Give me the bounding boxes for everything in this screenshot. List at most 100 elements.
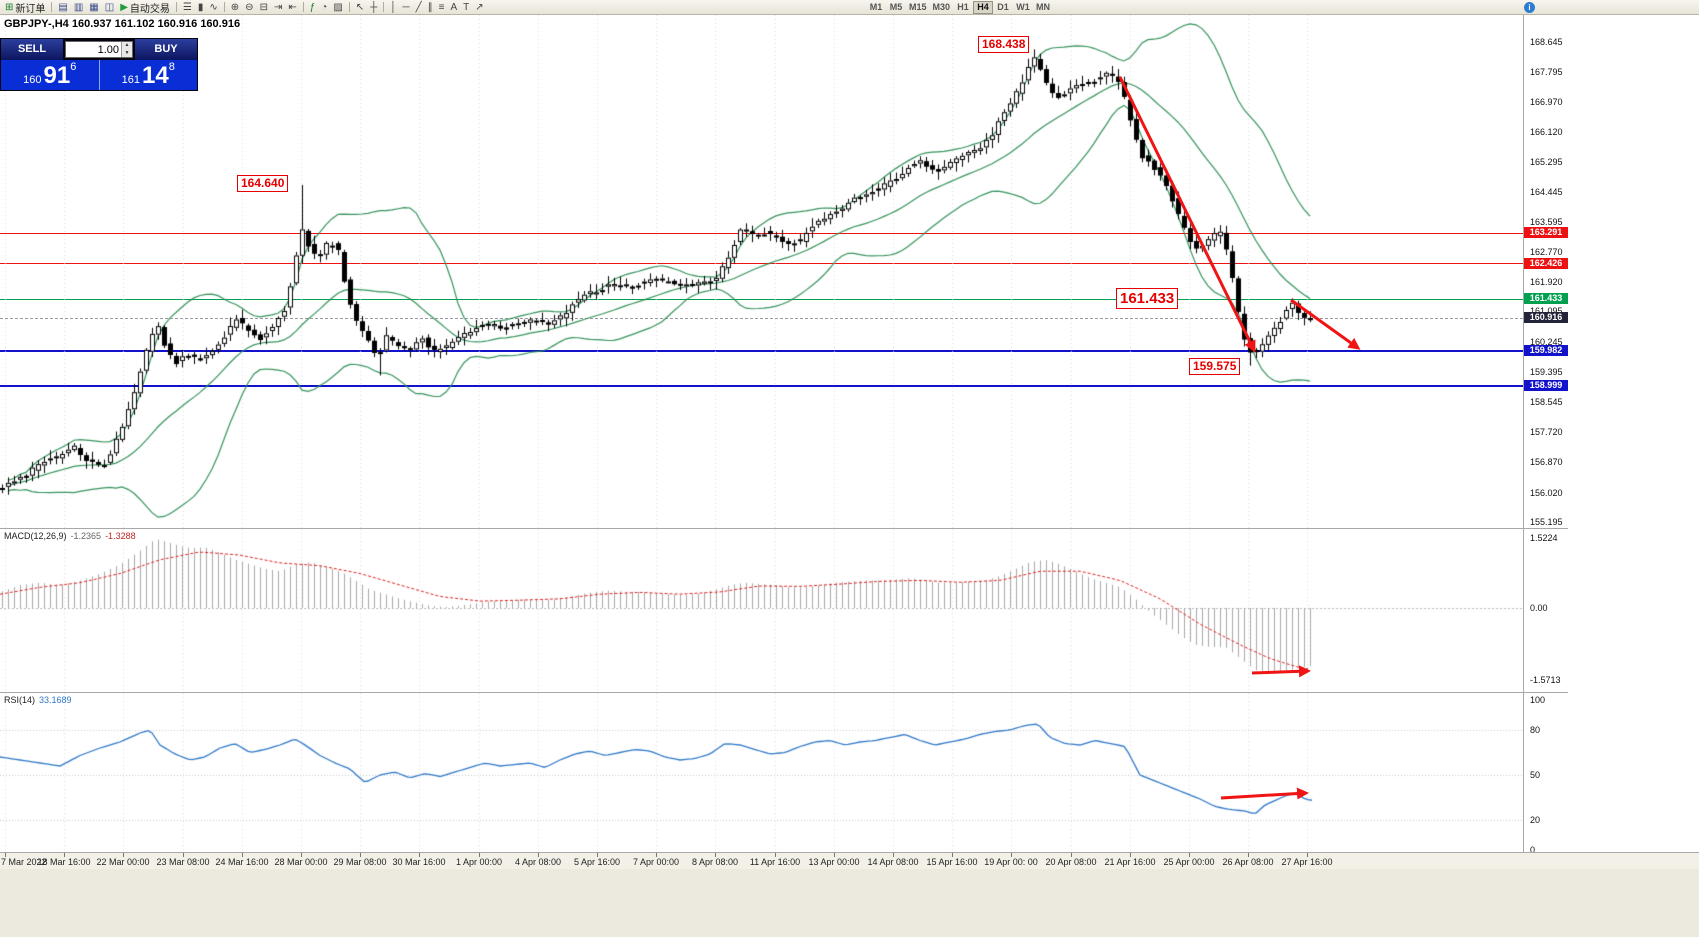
tile-windows-icon[interactable]: ⊟: [259, 1, 268, 13]
market-watch-icon[interactable]: ▤: [58, 1, 68, 13]
data-window-icon[interactable]: ▥: [73, 1, 84, 13]
buy-button[interactable]: BUY: [135, 39, 197, 60]
time-label: 22 Mar 00:00: [96, 857, 150, 867]
price-axis-label: 166.970: [1530, 96, 1563, 107]
time-label: 19 Apr 00: 00: [984, 857, 1038, 867]
time-label: 1 Apr 00:00: [455, 857, 503, 867]
auto-scroll-icon[interactable]: ⇥: [273, 1, 283, 13]
equidistant-channel-icon[interactable]: ∥: [427, 1, 433, 13]
sell-button[interactable]: SELL: [1, 39, 63, 60]
time-tick: [64, 853, 65, 857]
macd-main-value: -1.2365: [70, 531, 102, 541]
volume-down-icon[interactable]: ▼: [122, 49, 132, 57]
timeframe-h4-button[interactable]: H4: [973, 1, 994, 14]
rsi-value: 33.1689: [39, 695, 72, 705]
line-chart-icon[interactable]: ∿: [209, 1, 218, 13]
time-label: 24 Mar 16:00: [215, 857, 269, 867]
new-order-icon: ⊞: [5, 1, 14, 13]
indicators-icon[interactable]: ƒ: [309, 1, 316, 13]
terminal-icon[interactable]: ◫: [104, 1, 115, 13]
zoom-out-icon[interactable]: ⊖: [245, 1, 254, 13]
buy-price[interactable]: 161 14 8: [100, 60, 198, 90]
timeframe-mn-button[interactable]: MN: [1036, 2, 1051, 12]
chart-shift-icon[interactable]: ⇤: [288, 1, 297, 13]
time-label: 26 Apr 08:00: [1222, 857, 1274, 867]
buy-price-big: 14: [142, 62, 169, 89]
navigator-icon[interactable]: ▦: [89, 1, 99, 13]
vertical-line-icon[interactable]: │: [390, 1, 397, 13]
retest-label-161433[interactable]: 161.433: [1116, 288, 1179, 309]
time-label: 7 Apr 00:00: [632, 857, 680, 867]
price-axis-label: 160.245: [1530, 336, 1563, 347]
timeframe-d1-button[interactable]: D1: [997, 2, 1009, 12]
time-label: 5 Apr 16:00: [573, 857, 621, 867]
volume-up-icon[interactable]: ▲: [122, 42, 132, 50]
timeframe-m30-button[interactable]: M30: [932, 2, 951, 12]
chart-title: GBPJPY-,H4 160.937 161.102 160.916 160.9…: [4, 18, 241, 30]
price-axis[interactable]: [1523, 15, 1568, 853]
price-axis-label: 156.870: [1530, 457, 1563, 468]
volume-spinner[interactable]: ▲ ▼: [121, 42, 132, 57]
macd-axis-label: 0.00: [1530, 603, 1548, 613]
sell-price[interactable]: 160 91 6: [1, 60, 100, 90]
timeframe-h1-button[interactable]: H1: [957, 2, 969, 12]
buy-price-sup: 8: [168, 61, 175, 73]
timeframe-m15-button[interactable]: M15: [909, 2, 927, 12]
time-label: 7 Mar 2022: [1, 857, 47, 867]
time-tick: [1130, 853, 1131, 857]
time-axis[interactable]: 7 Mar 2022 18 Mar 16:00 22 Mar 00:00 23 Mar…: [0, 852, 1699, 869]
price-axis-label: 162.770: [1530, 246, 1563, 257]
toolbar-buttons: ⊞ 新订单 ▤ ▥ ▦ ◫ ▶ 自动交易 ☰ ▮ ∿ ⊕ ⊖ ⊟ ⇥ ⇤ ƒ ◔ ▨ ↖ ┼ │ ─ ╱ ∥ ≡ A T ↗: [0, 0, 487, 15]
arrows-tool-icon[interactable]: ↗: [475, 1, 484, 13]
time-label: 4 Apr 08:00: [514, 857, 562, 867]
time-tick: [419, 853, 420, 857]
fibonacci-icon[interactable]: ≡: [438, 1, 445, 13]
macd-pane-splitter[interactable]: [0, 528, 1568, 529]
text-icon[interactable]: A: [450, 1, 458, 13]
time-tick: [656, 853, 657, 857]
order-panel-prices: 160 91 6 161 14 8: [1, 60, 197, 90]
crosshair-icon[interactable]: ┼: [370, 1, 378, 13]
rsi-axis-label: 20: [1530, 815, 1541, 825]
timeframe-m1-button[interactable]: M1: [869, 2, 883, 12]
timeframe-w1-button[interactable]: W1: [1016, 2, 1030, 12]
text-label-icon[interactable]: T: [463, 1, 470, 13]
spike-label-164640[interactable]: 164.640: [237, 175, 289, 192]
support-line-161433-tag: 161.433: [1524, 293, 1568, 304]
trendline-icon[interactable]: ╱: [415, 1, 422, 13]
community-icon[interactable]: i: [1524, 2, 1535, 13]
horizontal-line-icon[interactable]: ─: [402, 1, 410, 13]
high-label-168438[interactable]: 168.438: [978, 36, 1030, 53]
templates-icon[interactable]: ▨: [333, 1, 343, 13]
rsi-pane-splitter[interactable]: [0, 692, 1568, 693]
time-tick: [360, 853, 361, 857]
price-axis-label: 155.195: [1530, 517, 1563, 527]
rsi-panel[interactable]: [0, 693, 1523, 852]
time-label: 14 Apr 08:00: [867, 857, 919, 867]
price-axis-label: 157.720: [1530, 426, 1563, 437]
zoom-in-icon[interactable]: ⊕: [230, 1, 240, 13]
ohlc-bars-icon[interactable]: ☰: [182, 1, 192, 13]
toolbar-separator: [175, 2, 177, 12]
periods-icon[interactable]: ◔: [321, 1, 328, 13]
new-order-button[interactable]: ⊞ 新订单: [2, 1, 48, 15]
order-panel-header: SELL 1.00 ▲ ▼ BUY: [1, 39, 197, 60]
low-label-159575[interactable]: 159.575: [1189, 358, 1241, 375]
volume-value[interactable]: 1.00: [97, 44, 119, 56]
rsi-axis-label: 0: [1530, 845, 1536, 855]
time-label: 25 Apr 00:00: [1163, 857, 1215, 867]
price-axis-label: 159.395: [1530, 367, 1563, 378]
time-tick: [183, 853, 184, 857]
current-price-tag: 160.916: [1524, 312, 1568, 323]
new-order-button-label: 新订单: [15, 3, 46, 15]
cursor-icon[interactable]: ↖: [355, 1, 365, 13]
rsi-axis-label: 100: [1530, 695, 1546, 705]
price-chart[interactable]: [0, 15, 1523, 528]
volume-field[interactable]: 1.00 ▲ ▼: [65, 41, 133, 58]
macd-panel[interactable]: [0, 529, 1523, 692]
support-line-159982-tag: 159.982: [1524, 345, 1568, 356]
timeframe-m5-button[interactable]: M5: [889, 2, 903, 12]
auto-trading-button[interactable]: ▶ 自动交易: [117, 1, 173, 15]
window-background: [0, 869, 1699, 937]
candlestick-chart-icon[interactable]: ▮: [197, 1, 204, 13]
